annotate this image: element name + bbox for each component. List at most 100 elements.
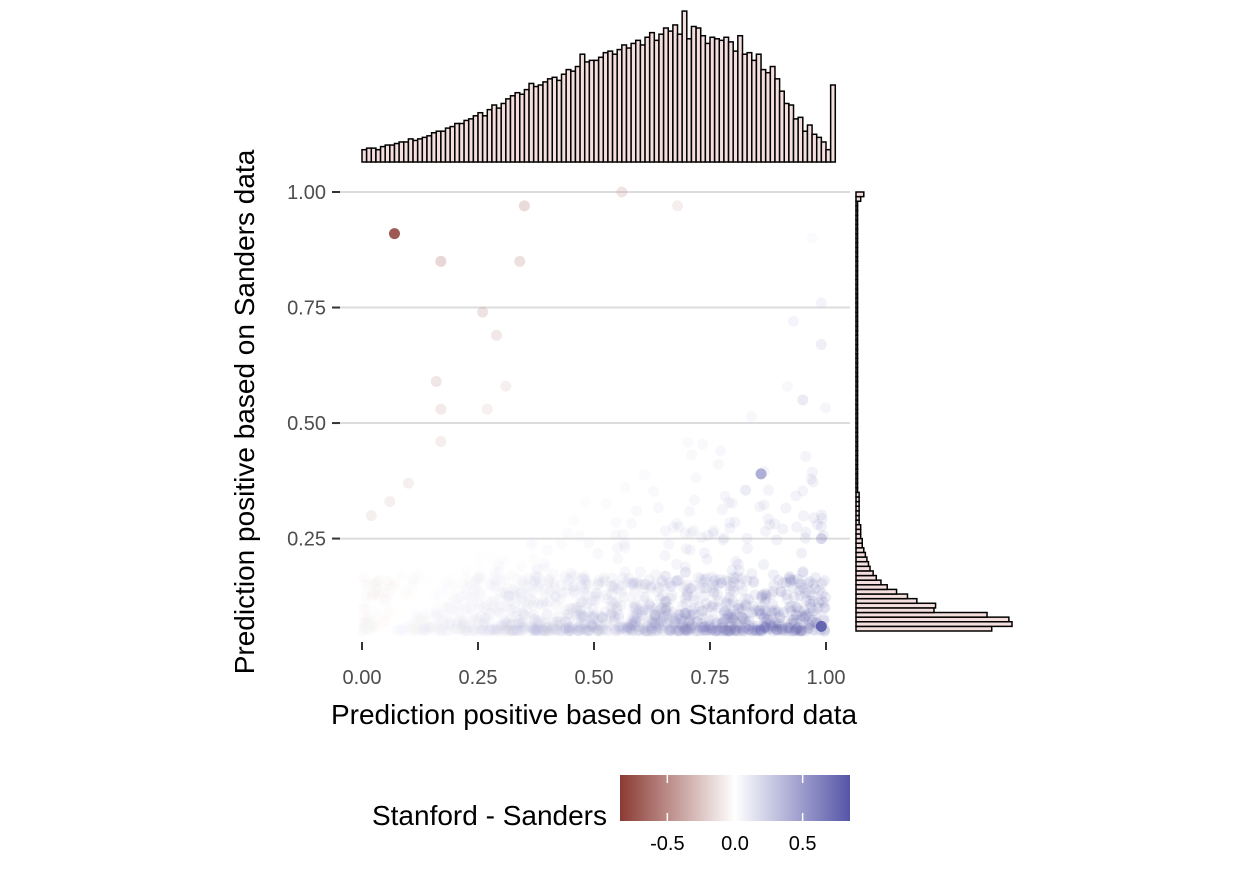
scatter-point [397,609,409,621]
scatter-point [579,574,591,586]
scatter-point [628,614,640,626]
scatter-point [810,608,822,620]
scatter-point [459,588,471,600]
scatter-point [737,612,749,624]
scatter-point [793,625,805,637]
scatter-point [412,624,424,636]
scatter-point [553,610,565,622]
scatter-point [747,575,759,587]
scatter-point [705,601,717,613]
scatter-point [481,604,493,616]
scatter-point [697,621,709,633]
scatter-point [484,623,496,635]
scatter-point [475,590,487,602]
scatter-point [578,596,590,608]
scatter-point [647,616,659,628]
scatter-point [507,624,519,636]
scatter-point [634,625,646,637]
scatter-point [813,584,825,596]
scatter-point [746,625,758,637]
scatter-point [681,624,693,636]
scatter-point [457,617,469,629]
scatter-point [530,624,542,636]
scatter-point [767,569,779,581]
scatter-point [795,625,807,637]
scatter-point [765,620,777,632]
scatter-point [680,579,692,591]
scatter-point [664,614,676,626]
scatter-point [430,608,442,620]
scatter-point [422,621,434,633]
scatter-point [630,577,642,589]
scatter-point [766,605,778,617]
scatter-point [767,599,779,611]
scatter-point [458,620,470,632]
scatter-point [412,594,424,606]
scatter-point [399,588,411,600]
scatter-point [666,580,678,592]
scatter-point [396,623,408,635]
scatter-point [495,619,507,631]
scatter-point [791,624,803,636]
scatter-point [407,620,419,632]
scatter-point [563,624,575,636]
scatter-point [610,516,622,528]
scatter-point [491,329,503,341]
scatter-point [368,620,380,632]
scatter-point [741,575,753,587]
scatter-point [562,579,574,591]
scatter-point [421,616,433,628]
scatter-point [801,610,813,622]
scatter-point [602,625,614,637]
scatter-point [653,582,665,594]
scatter-point [653,621,665,633]
scatter-point [712,458,724,470]
scatter-point [730,625,742,637]
scatter-point [381,619,393,631]
scatter-point [516,591,528,603]
scatter-point [680,561,692,573]
scatter-point [755,625,767,637]
scatter-point [716,618,728,630]
scatter-point [411,594,423,606]
scatter-point [630,603,642,615]
scatter-point [616,621,628,633]
scatter-point [739,623,751,635]
scatter-point [429,575,441,587]
scatter-point [563,612,575,624]
scatter-point [774,624,786,636]
scatter-point [625,517,637,529]
scatter-point [697,612,709,624]
scatter-point [628,597,640,609]
scatter-point [412,625,424,637]
scatter-point [569,588,581,600]
scatter-point [565,571,577,583]
scatter-point [773,618,785,630]
scatter-point [606,607,618,619]
scatter-point [707,613,719,625]
scatter-point [698,547,710,559]
scatter-point [499,615,511,627]
scatter-point [626,619,638,631]
scatter-point [728,605,740,617]
scatter-point [654,609,666,621]
scatter-point [413,621,425,633]
scatter-point [435,436,447,448]
scatter-point [797,485,809,497]
scatter-point [392,625,404,637]
scatter-point [590,587,602,599]
scatter-point [385,579,397,591]
x-tick-label: 0.75 [691,667,730,689]
scatter-point [778,606,790,618]
scatter-point [409,624,421,636]
scatter-point [797,582,809,594]
scatter-point [818,596,830,608]
scatter-point [605,601,617,613]
scatter-point [376,624,388,636]
scatter-point [739,484,751,496]
scatter-point [376,624,388,636]
scatter-point [706,624,718,636]
scatter-point [699,621,711,633]
scatter-point [729,624,741,636]
